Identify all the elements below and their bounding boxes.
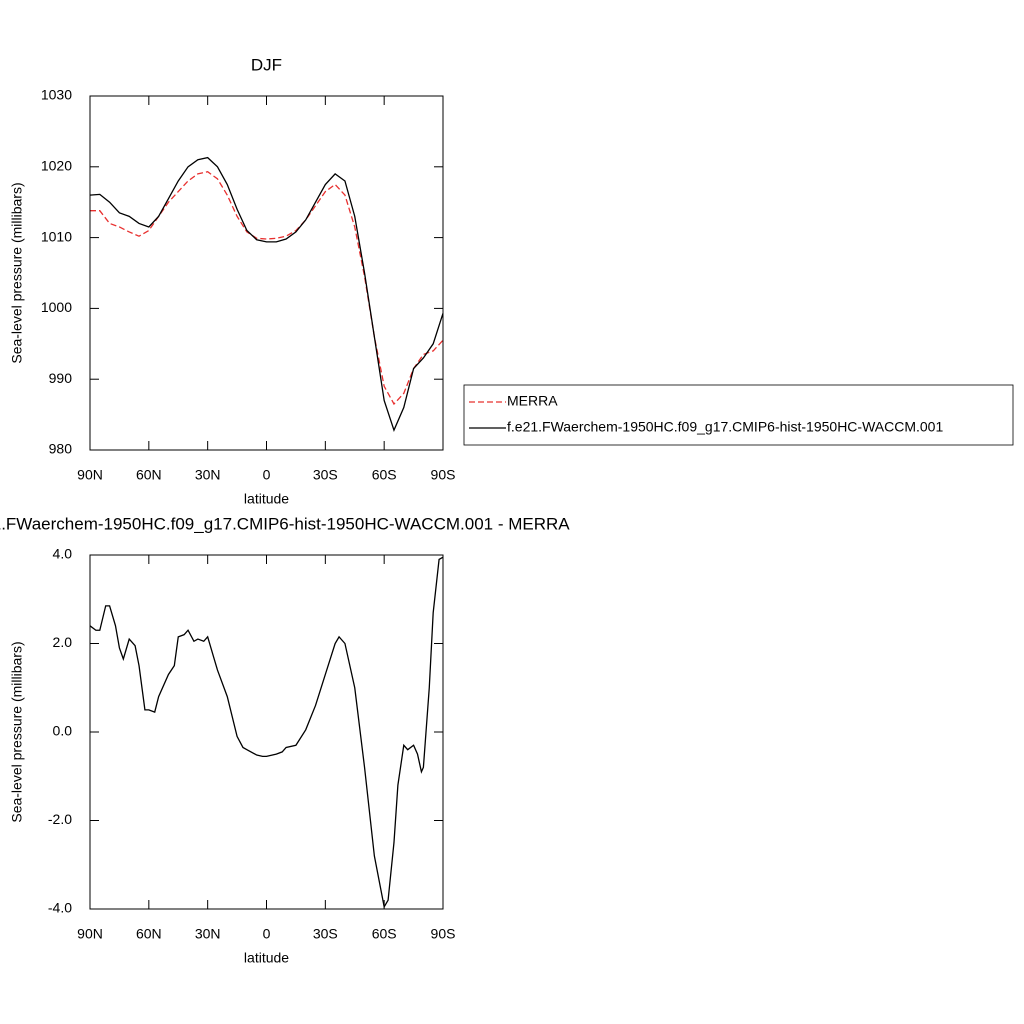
plot-frame	[89, 554, 444, 910]
chart-title: f.e21.FWaerchem-1950HC.f09_g17.CMIP6-his…	[0, 514, 570, 533]
y-axis-label: Sea-level pressure (millibars)	[9, 641, 25, 822]
legend-label: f.e21.FWaerchem-1950HC.f09_g17.CMIP6-his…	[507, 419, 943, 435]
legend-box	[463, 384, 1014, 446]
series-line	[90, 171, 444, 406]
x-tick-label: 60N	[136, 467, 162, 483]
x-tick-label: 90N	[77, 467, 103, 483]
x-axis-label: latitude	[244, 491, 289, 507]
x-tick-label: 30S	[313, 467, 338, 483]
x-tick-label: 60S	[372, 467, 397, 483]
y-tick-label: 1020	[41, 158, 72, 174]
chart-title: DJF	[251, 55, 282, 74]
x-tick-label: 90S	[431, 926, 456, 942]
y-tick-label: 1000	[41, 299, 72, 315]
x-tick-label: 60S	[372, 926, 397, 942]
plot-frame	[89, 95, 444, 451]
x-tick-label: 0	[263, 467, 271, 483]
y-tick-label: 1030	[41, 87, 72, 103]
y-tick-label: -2.0	[48, 811, 72, 827]
series-line	[89, 556, 444, 909]
x-tick-label: 90N	[77, 926, 103, 942]
x-tick-label: 30N	[195, 926, 221, 942]
y-tick-label: 2.0	[53, 634, 73, 650]
x-tick-label: 90S	[431, 467, 456, 483]
y-axis-label: Sea-level pressure (millibars)	[9, 182, 25, 363]
series-line	[89, 156, 444, 433]
y-tick-label: 980	[49, 441, 73, 457]
x-tick-label: 60N	[136, 926, 162, 942]
x-tick-label: 30S	[313, 926, 338, 942]
y-tick-label: 4.0	[53, 546, 73, 562]
y-tick-label: 1010	[41, 228, 72, 244]
y-tick-label: 0.0	[53, 723, 73, 739]
y-tick-label: 990	[49, 370, 73, 386]
y-tick-label: -4.0	[48, 900, 72, 916]
legend-label: MERRA	[507, 393, 558, 409]
x-tick-label: 0	[263, 926, 271, 942]
x-tick-label: 30N	[195, 467, 221, 483]
x-axis-label: latitude	[244, 950, 289, 966]
